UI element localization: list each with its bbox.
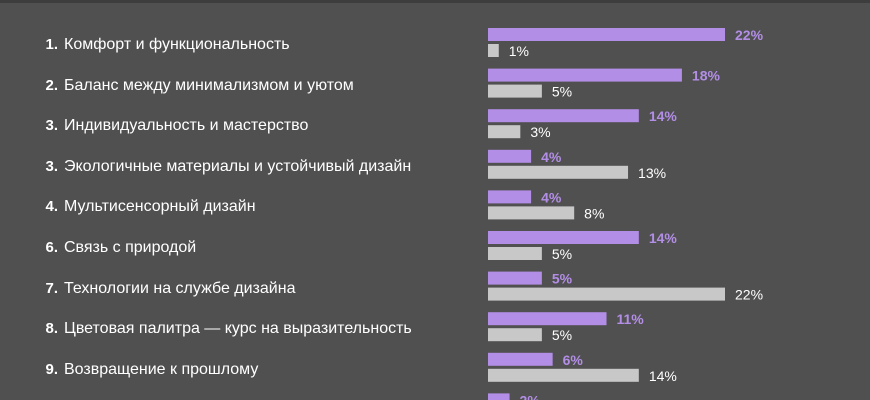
row-label: Технологии на службе дизайна: [64, 279, 296, 297]
bar-series-2: [488, 125, 521, 139]
row-label: Связь с природой: [64, 239, 197, 256]
bar-series-2: [488, 165, 629, 179]
bar-series-1: [488, 28, 725, 41]
bar-series-1: [488, 352, 553, 366]
row-rank: 2.: [45, 76, 58, 94]
value-label-series-2: 14%: [649, 368, 677, 384]
bar-series-2: [488, 206, 575, 220]
row-label: Мультисенсорный дизайн: [64, 198, 256, 216]
bar-series-1: [488, 109, 639, 123]
row-label: Экологичные материалы и устойчивый дизай…: [64, 157, 412, 175]
value-label-series-1: 22%: [735, 27, 764, 43]
row-rank: 9.: [45, 360, 58, 378]
value-label-series-2: 13%: [638, 165, 666, 181]
value-label-series-1: 2%: [520, 392, 541, 400]
bar-series-1: [488, 271, 542, 285]
value-label-series-1: 4%: [541, 149, 562, 165]
bar-series-2: [488, 328, 542, 342]
row-rank: 3.: [45, 157, 58, 175]
bar-series-1: [488, 312, 607, 326]
value-label-series-1: 18%: [692, 68, 721, 84]
row-rank: 8.: [45, 320, 58, 338]
value-label-series-2: 3%: [530, 124, 550, 140]
bar-series-1: [488, 68, 682, 82]
row-rank: 7.: [45, 279, 58, 297]
row-rank: 6.: [45, 239, 58, 256]
bar-series-1: [488, 149, 532, 163]
bar-series-2: [488, 247, 542, 260]
bar-series-1: [488, 190, 532, 204]
value-label-series-2: 5%: [552, 84, 572, 100]
row-label: Баланс между минимализмом и уютом: [64, 76, 354, 94]
value-label-series-2: 8%: [584, 205, 604, 221]
row-label: Возвращение к прошлому: [64, 360, 259, 378]
value-label-series-1: 11%: [617, 311, 645, 327]
row-rank: 1.: [45, 36, 58, 53]
value-label-series-1: 6%: [563, 352, 584, 368]
bar-series-1: [488, 393, 510, 400]
bar-series-2: [488, 368, 639, 382]
value-label-series-1: 4%: [541, 189, 562, 205]
bar-series-2: [488, 287, 725, 301]
value-label-series-1: 14%: [649, 108, 678, 124]
value-label-series-2: 5%: [552, 246, 572, 262]
value-label-series-2: 5%: [552, 327, 572, 343]
bar-series-2: [488, 84, 542, 98]
bar-series-1: [488, 231, 639, 244]
value-label-series-2: 22%: [735, 287, 763, 303]
row-label: Индивидуальность и мастерство: [64, 117, 309, 135]
value-label-series-1: 5%: [552, 271, 573, 287]
row-label: Цветовая палитра — курс на выразительнос…: [64, 320, 412, 338]
value-label-series-2: 1%: [509, 43, 529, 59]
row-label: Комфорт и функциональность: [64, 36, 290, 53]
row-rank: 3.: [45, 117, 58, 135]
top-divider: [0, 0, 870, 3]
row-rank: 4.: [45, 198, 58, 216]
value-label-series-1: 14%: [649, 230, 678, 246]
bar-series-2: [488, 44, 499, 57]
